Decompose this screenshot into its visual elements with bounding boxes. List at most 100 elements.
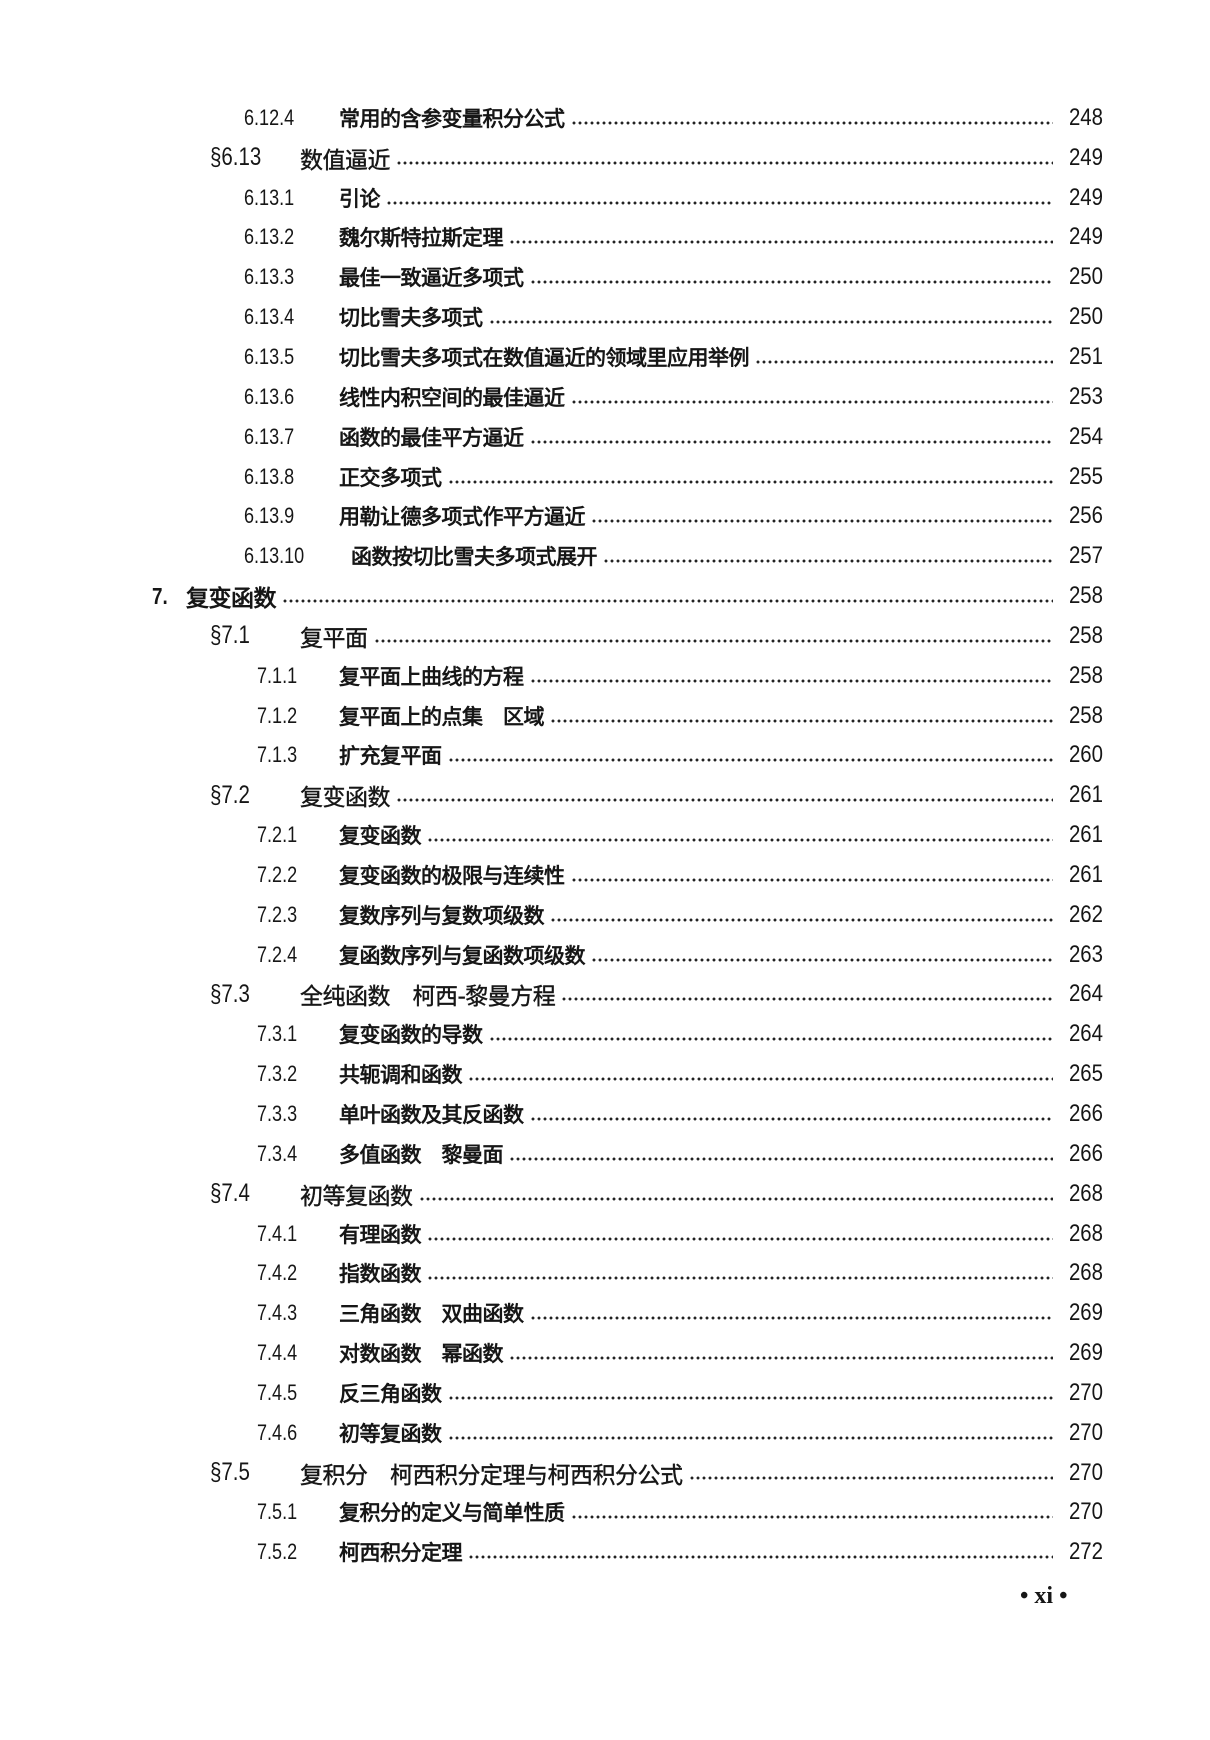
- entry-title: 函数的最佳平方逼近: [339, 425, 524, 450]
- toc-entry: §7.1 复平面 258: [0, 616, 1210, 656]
- entry-page: 255: [1068, 462, 1103, 490]
- entry-number: 6.13.10: [244, 543, 305, 569]
- entry-page: 256: [1068, 502, 1103, 530]
- entry-number: 6.13.3: [244, 264, 295, 290]
- entry-number: 6.13.2: [244, 224, 295, 250]
- dot-leader: [591, 942, 1053, 967]
- dot-leader: [427, 1261, 1053, 1286]
- entry-number: 6.13.4: [244, 304, 295, 330]
- entry-page: 257: [1068, 542, 1103, 570]
- entry-page: 258: [1068, 582, 1103, 610]
- dot-leader: [447, 743, 1053, 768]
- dot-leader: [529, 663, 1053, 688]
- entry-number: 7.4.5: [257, 1379, 298, 1405]
- dot-leader: [447, 1380, 1053, 1405]
- dot-leader: [386, 185, 1053, 210]
- toc-entry: §7.3 全纯函数 柯西-黎曼方程 264: [0, 975, 1210, 1015]
- entry-number: §6.13: [210, 143, 262, 172]
- entry-number: 7.4.2: [257, 1260, 298, 1286]
- entry-number: 6.13.6: [244, 383, 295, 409]
- toc-entry: 6.13.2 魏尔斯特拉斯定理 249: [0, 218, 1210, 258]
- toc-entry: 7.5.1 复积分的定义与简单性质 270: [0, 1493, 1210, 1533]
- toc-entry: 7.4.3 三角函数 双曲函数 269: [0, 1293, 1210, 1333]
- entry-number: 7.3.1: [257, 1021, 298, 1047]
- entry-number: 7.1.2: [257, 702, 298, 728]
- entry-title: 三角函数 双曲函数: [339, 1302, 524, 1327]
- toc-entry: 7.2.4 复函数序列与复函数项级数 263: [0, 935, 1210, 975]
- entry-page: 249: [1068, 183, 1103, 211]
- entry-title: 初等复函数: [300, 1183, 413, 1210]
- dot-leader: [529, 1102, 1053, 1127]
- entry-page: 269: [1068, 1339, 1103, 1367]
- entry-title: 共轭调和函数: [339, 1063, 463, 1088]
- entry-title: 柯西积分定理: [339, 1541, 463, 1566]
- entry-title: 最佳一致逼近多项式: [339, 266, 524, 291]
- entry-number: 7.2.1: [257, 822, 298, 848]
- toc-entry: 6.13.7 函数的最佳平方逼近 254: [0, 417, 1210, 457]
- entry-page: 270: [1068, 1378, 1103, 1406]
- toc-entry: 6.13.10 函数按切比雪夫多项式展开 257: [0, 536, 1210, 576]
- dot-leader: [529, 1301, 1053, 1326]
- entry-page: 254: [1068, 422, 1103, 450]
- entry-page: 270: [1068, 1418, 1103, 1446]
- entry-page: 250: [1068, 303, 1103, 331]
- entry-title: 单叶函数及其反函数: [339, 1103, 524, 1128]
- toc-entry: 7.1.1 复平面上曲线的方程 258: [0, 656, 1210, 696]
- entry-page: 270: [1068, 1458, 1103, 1486]
- dot-leader: [373, 623, 1053, 648]
- entry-number: §7.3: [210, 979, 250, 1008]
- entry-number: §7.2: [210, 780, 250, 809]
- entry-number: 7.: [152, 582, 168, 609]
- entry-page: 270: [1068, 1498, 1103, 1526]
- entry-title: 数值逼近: [300, 147, 391, 174]
- entry-page: 258: [1068, 621, 1103, 649]
- toc-entry: 7.3.1 复变函数的导数 264: [0, 1014, 1210, 1054]
- toc-entry: 7.3.4 多值函数 黎曼面 266: [0, 1134, 1210, 1174]
- dot-leader: [570, 105, 1053, 130]
- entry-number: 7.3.4: [257, 1140, 298, 1166]
- dot-leader: [427, 823, 1053, 848]
- toc-entry: 6.13.9 用勒让德多项式作平方逼近 256: [0, 496, 1210, 536]
- entry-page: 265: [1068, 1060, 1103, 1088]
- dot-leader: [529, 265, 1053, 290]
- entry-number: 6.12.4: [244, 104, 295, 130]
- entry-number: 7.2.4: [257, 941, 298, 967]
- entry-title: 复函数序列与复函数项级数: [339, 943, 586, 968]
- entry-page: 269: [1068, 1299, 1103, 1327]
- toc-entry: 6.13.4 切比雪夫多项式 250: [0, 297, 1210, 337]
- toc-entry: 7. 复变函数 258: [0, 576, 1210, 616]
- entry-number: 7.5.2: [257, 1539, 298, 1565]
- entry-page: 261: [1068, 860, 1103, 888]
- dot-leader: [418, 1181, 1053, 1206]
- entry-title: 复平面: [300, 625, 368, 652]
- dot-leader: [396, 145, 1053, 170]
- entry-title: 复数序列与复数项级数: [339, 903, 545, 928]
- entry-title: 复平面上曲线的方程: [339, 664, 524, 689]
- dot-leader: [396, 783, 1053, 808]
- entry-number: 7.2.3: [257, 901, 298, 927]
- toc-entry: 7.4.2 指数函数 268: [0, 1253, 1210, 1293]
- dot-leader: [427, 1221, 1053, 1246]
- entry-title: 用勒让德多项式作平方逼近: [339, 505, 586, 530]
- page-number-footer: • xi •: [1020, 1583, 1068, 1609]
- entry-number: 7.5.1: [257, 1499, 298, 1525]
- toc-entry: §6.13 数值逼近 249: [0, 138, 1210, 178]
- entry-title: 魏尔斯特拉斯定理: [339, 226, 504, 251]
- toc-entry: 7.3.3 单叶函数及其反函数 266: [0, 1094, 1210, 1134]
- entry-number: 6.13.9: [244, 503, 295, 529]
- dot-leader: [591, 504, 1053, 529]
- dot-leader: [509, 1341, 1053, 1366]
- entry-title: 线性内积空间的最佳逼近: [339, 385, 565, 410]
- entry-page: 253: [1068, 382, 1103, 410]
- toc-entry: 6.13.5 切比雪夫多项式在数值逼近的领域里应用举例 251: [0, 337, 1210, 377]
- entry-page: 264: [1068, 980, 1103, 1008]
- entry-page: 250: [1068, 263, 1103, 291]
- entry-number: 6.13.8: [244, 463, 295, 489]
- entry-title: 切比雪夫多项式在数值逼近的领域里应用举例: [339, 345, 750, 370]
- entry-title: 复平面上的点集 区域: [339, 704, 545, 729]
- entry-page: 248: [1068, 103, 1103, 131]
- dot-leader: [688, 1460, 1053, 1485]
- toc-entry: 7.1.2 复平面上的点集 区域 258: [0, 696, 1210, 736]
- entry-number: 7.4.1: [257, 1220, 298, 1246]
- table-of-contents: 6.12.4 常用的含参变量积分公式 248 §6.13 数值逼近 249 6.13.1 引论…: [0, 98, 1210, 1572]
